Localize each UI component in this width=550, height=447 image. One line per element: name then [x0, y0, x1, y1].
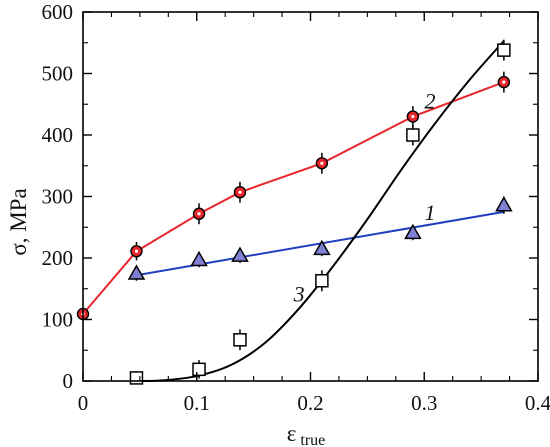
y-tick-label: 400	[42, 123, 74, 147]
plot-area: 1 2 3	[76, 39, 513, 385]
series-1-point	[313, 239, 331, 256]
series-1-point	[190, 250, 208, 267]
curve-label-2: 2	[424, 89, 435, 114]
curve-label-3: 3	[293, 282, 305, 307]
axis-ticks	[82, 11, 539, 382]
series-3-point	[129, 371, 144, 385]
x-axis-title-subscript: true	[300, 432, 325, 447]
series-2-point-center	[134, 249, 139, 253]
series-2-point-center	[502, 80, 506, 84]
series-3-point	[406, 128, 420, 142]
series-3-point	[315, 274, 329, 288]
series-3-point	[497, 43, 511, 57]
y-tick-label: 200	[42, 246, 74, 270]
x-tick-label: 0.2	[297, 391, 323, 415]
series-1-point	[127, 264, 146, 280]
curve-label-1: 1	[424, 200, 435, 225]
y-tick-label: 500	[42, 62, 74, 86]
x-tick-label: 0	[78, 391, 89, 415]
tick-labels: 0 0.1 0.2 0.3 0.4 0 100 200 300 400 500 600	[42, 0, 550, 415]
y-axis-title: σ, MPa	[6, 188, 31, 255]
series-1-point	[495, 196, 513, 212]
series-3-point	[233, 333, 247, 347]
x-tick-label: 0.1	[184, 391, 210, 415]
x-tick-label: 0.4	[525, 391, 550, 415]
series-2-point-center	[320, 161, 324, 165]
plot-frame	[82, 11, 539, 382]
series-3-fit-line	[136, 40, 505, 382]
x-axis-title-main: ε	[287, 421, 297, 446]
series-2-point-center	[238, 190, 242, 194]
series-1-point	[231, 246, 249, 262]
series-1-point	[404, 223, 422, 240]
x-tick-label: 0.3	[411, 391, 437, 415]
y-tick-label: 100	[42, 308, 74, 332]
y-tick-label: 300	[42, 185, 74, 209]
series-2-point-center	[411, 114, 415, 119]
y-tick-label: 0	[63, 369, 74, 393]
x-axis-title: ε true	[287, 421, 326, 447]
series-2-point-center	[197, 212, 201, 216]
y-tick-label: 600	[42, 0, 74, 24]
series-3-point	[192, 362, 206, 377]
